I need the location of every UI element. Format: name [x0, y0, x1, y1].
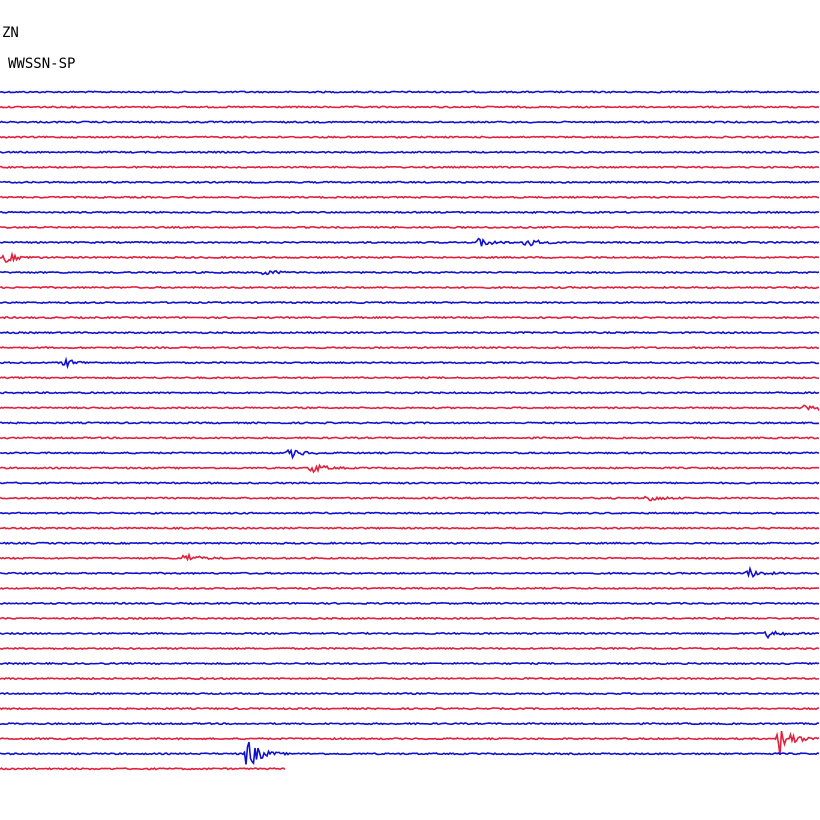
trace-line: [0, 300, 820, 305]
trace-line: [0, 421, 820, 425]
trace-line: [0, 601, 820, 606]
trace-line: [0, 586, 820, 591]
trace-line: [0, 165, 820, 169]
trace-line: [0, 237, 820, 247]
trace-line: [0, 706, 820, 711]
trace-line: [0, 150, 820, 154]
trace-line: [0, 376, 820, 380]
trace-line: [0, 225, 820, 230]
trace-line: [0, 391, 820, 395]
trace-line: [0, 180, 820, 184]
trace-line: [0, 565, 820, 579]
trace-line: [0, 436, 820, 440]
trace-line: [0, 463, 820, 474]
trace-line: [0, 404, 820, 411]
trace-line: [0, 526, 820, 530]
trace-line: [0, 616, 820, 621]
trace-line: [0, 270, 820, 276]
trace-line: [0, 646, 820, 651]
trace-line: [0, 481, 820, 485]
trace-line: [0, 330, 820, 335]
trace-line: [0, 345, 820, 350]
trace-line: [0, 767, 286, 771]
trace-line: [0, 721, 820, 726]
trace-line: [0, 251, 820, 264]
trace-line: [0, 511, 820, 515]
network-label: WWSSN-SP: [8, 56, 75, 72]
trace-line: [0, 356, 820, 370]
trace-line: [0, 195, 820, 199]
trace-line: [0, 730, 820, 756]
trace-line: [0, 541, 820, 545]
trace-line: [0, 285, 820, 290]
trace-line: [0, 676, 820, 681]
traces: [0, 90, 820, 771]
trace-line: [0, 105, 820, 109]
trace-line: [0, 120, 820, 124]
trace-line: [0, 90, 820, 94]
trace-line: [0, 630, 820, 640]
station-label: ZN: [2, 25, 19, 41]
trace-line: [0, 135, 820, 139]
trace-line: [0, 448, 820, 460]
trace-line: [0, 691, 820, 696]
trace-line: [0, 315, 820, 320]
trace-line: [0, 210, 820, 215]
trace-line: [0, 661, 820, 666]
trace-line: [0, 741, 820, 766]
trace-line: [0, 552, 820, 562]
trace-line: [0, 495, 820, 502]
